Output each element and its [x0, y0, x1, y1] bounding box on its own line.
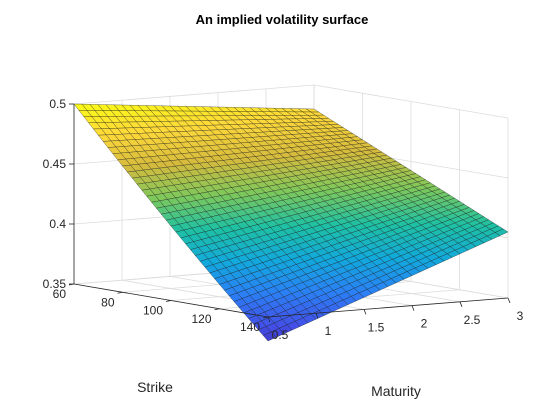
- back-wall-grid-line: [73, 84, 315, 105]
- z-tick-label: 0.35: [43, 277, 67, 291]
- tick-labels: 0.5 1 1.5 2 2.5 3 60 80 100 120 140 0.35 0.4 0.45 0.5: [43, 97, 524, 342]
- y-axis-label: Strike: [137, 379, 173, 395]
- x-tick-label: 2: [421, 317, 428, 331]
- y-tick-label: 60: [53, 287, 67, 301]
- x-axis-line: [267, 297, 509, 318]
- x-tick-mark: [267, 316, 271, 323]
- x-tick-label: 3: [517, 309, 524, 323]
- y-tick-label: 120: [191, 312, 211, 326]
- x-tick-label: 2.5: [464, 313, 481, 327]
- y-tick-label: 100: [143, 304, 163, 318]
- x-tick-mark: [459, 301, 463, 307]
- x-tick-mark: [507, 297, 511, 304]
- y-tick-label: 80: [101, 295, 115, 309]
- z-tick-label: 0.5: [49, 97, 66, 111]
- surface: [73, 103, 509, 342]
- y-tick-mark: [262, 316, 269, 319]
- x-tick-mark: [363, 309, 367, 315]
- side-wall-grid-line: [313, 84, 509, 119]
- x-tick-label: 1: [325, 324, 332, 338]
- y-tick-mark: [214, 308, 220, 311]
- y-tick-label: 140: [240, 320, 260, 334]
- chart-title: An implied volatility surface: [196, 12, 369, 27]
- z-tick-label: 0.45: [43, 157, 67, 171]
- x-tick-mark: [315, 313, 319, 319]
- z-tick-label: 0.4: [49, 217, 66, 231]
- x-axis-label: Maturity: [371, 383, 421, 399]
- x-tick-mark: [411, 305, 415, 311]
- axes-box: [68, 103, 511, 323]
- y-tick-mark: [165, 300, 172, 302]
- x-tick-label: 0.5: [272, 328, 289, 342]
- x-tick-label: 1.5: [368, 320, 385, 334]
- y-tick-mark: [117, 291, 123, 294]
- surface-cell: [262, 331, 277, 342]
